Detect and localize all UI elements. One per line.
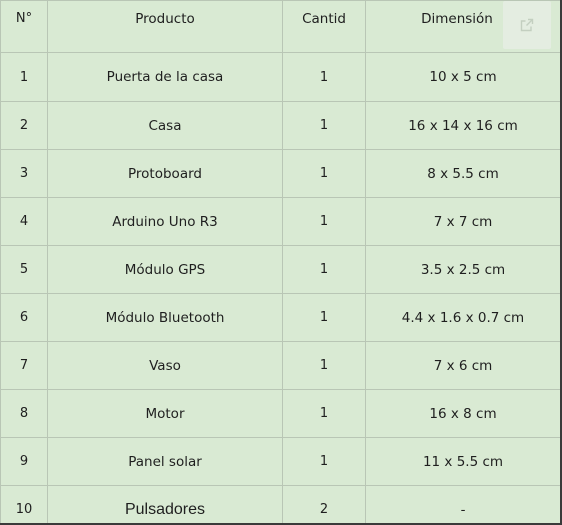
cell-dimension: 11 x 5.5 cm	[365, 437, 560, 486]
cell-number: 10	[0, 485, 48, 523]
cell-quantity: 1	[282, 101, 366, 150]
table-row: 9 Panel solar 1 11 x 5.5 cm	[0, 437, 560, 486]
open-in-new-button[interactable]	[503, 1, 551, 49]
cell-dimension: 8 x 5.5 cm	[365, 149, 560, 198]
cell-number: 8	[0, 389, 48, 438]
cell-quantity: 1	[282, 341, 366, 390]
cell-dimension: 10 x 5 cm	[365, 52, 560, 102]
table-row: 10 Pulsadores 2 -	[0, 485, 560, 523]
table-row: 1 Puerta de la casa 1 10 x 5 cm	[0, 52, 560, 102]
cell-number: 9	[0, 437, 48, 486]
cell-number: 7	[0, 341, 48, 390]
cell-quantity: 2	[282, 485, 366, 523]
cell-dimension: 3.5 x 2.5 cm	[365, 245, 560, 294]
cell-number: 4	[0, 197, 48, 246]
cell-dimension: -	[365, 485, 560, 523]
cell-product: Protoboard	[47, 149, 283, 198]
table-header-row: N° Producto Cantid Dimensión	[0, 0, 560, 53]
cell-number: 2	[0, 101, 48, 150]
table-row: 4 Arduino Uno R3 1 7 x 7 cm	[0, 197, 560, 246]
header-quantity: Cantid	[282, 0, 366, 53]
header-number: N°	[0, 0, 48, 53]
table-row: 6 Módulo Bluetooth 1 4.4 x 1.6 x 0.7 cm	[0, 293, 560, 342]
cell-quantity: 1	[282, 245, 366, 294]
open-in-new-icon	[520, 18, 534, 32]
cell-quantity: 1	[282, 52, 366, 102]
header-dimension-label: Dimensión	[421, 11, 493, 27]
cell-product: Pulsadores	[47, 485, 283, 523]
table-row: 7 Vaso 1 7 x 6 cm	[0, 341, 560, 390]
cell-product: Panel solar	[47, 437, 283, 486]
table-row: 2 Casa 1 16 x 14 x 16 cm	[0, 101, 560, 150]
cell-quantity: 1	[282, 389, 366, 438]
cell-quantity: 1	[282, 149, 366, 198]
cell-dimension: 7 x 6 cm	[365, 341, 560, 390]
header-dimension: Dimensión	[365, 0, 560, 53]
cell-product: Vaso	[47, 341, 283, 390]
cell-quantity: 1	[282, 293, 366, 342]
table-row: 8 Motor 1 16 x 8 cm	[0, 389, 560, 438]
cell-product: Puerta de la casa	[47, 52, 283, 102]
cell-product: Casa	[47, 101, 283, 150]
cell-product: Arduino Uno R3	[47, 197, 283, 246]
cell-product: Módulo GPS	[47, 245, 283, 294]
cell-dimension: 16 x 8 cm	[365, 389, 560, 438]
cell-quantity: 1	[282, 197, 366, 246]
cell-quantity: 1	[282, 437, 366, 486]
cell-number: 5	[0, 245, 48, 294]
cell-dimension: 16 x 14 x 16 cm	[365, 101, 560, 150]
cell-product: Motor	[47, 389, 283, 438]
cell-dimension: 4.4 x 1.6 x 0.7 cm	[365, 293, 560, 342]
header-product: Producto	[47, 0, 283, 53]
table-row: 3 Protoboard 1 8 x 5.5 cm	[0, 149, 560, 198]
cell-number: 6	[0, 293, 48, 342]
cell-number: 1	[0, 52, 48, 102]
cell-dimension: 7 x 7 cm	[365, 197, 560, 246]
cell-number: 3	[0, 149, 48, 198]
cell-product: Módulo Bluetooth	[47, 293, 283, 342]
table-row: 5 Módulo GPS 1 3.5 x 2.5 cm	[0, 245, 560, 294]
